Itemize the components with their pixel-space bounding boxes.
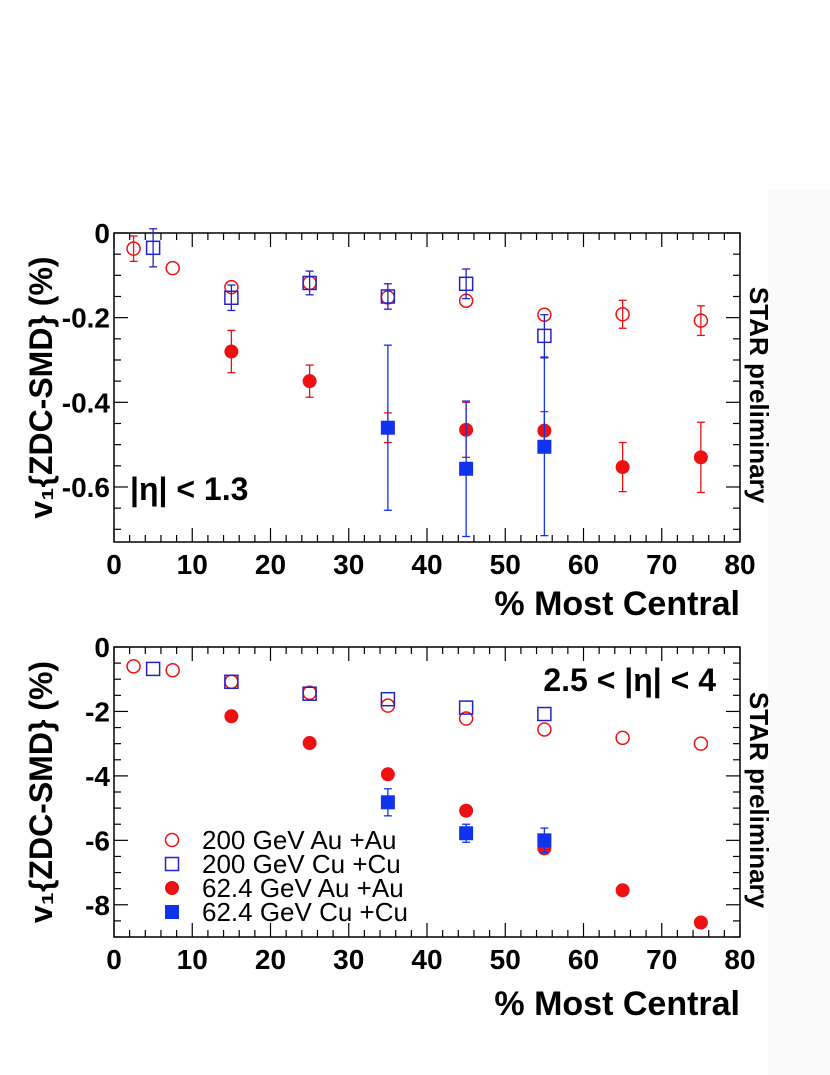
- chart-panel-1: 0 10 20 30 40 50 60 70 80 0 -0.2 -0.4 -0.6 % Most Cen…: [23, 218, 774, 623]
- x-tick-label: 80: [724, 549, 755, 580]
- data-point: [380, 289, 396, 304]
- x-tick-label: 60: [568, 549, 599, 580]
- x-tick-label: 60: [568, 944, 599, 975]
- legend-label: 200 GeV Au +Au: [202, 825, 396, 855]
- data-point: [302, 686, 317, 701]
- x-tick-label: 10: [177, 944, 208, 975]
- data-point: [380, 795, 395, 810]
- data-point: [165, 260, 180, 276]
- y-tick-label: -2: [85, 696, 110, 727]
- data-point: [126, 659, 141, 674]
- data-point: [302, 275, 317, 291]
- data-point: [693, 313, 709, 328]
- data-point: [615, 460, 630, 475]
- x-tick-label: 50: [490, 549, 521, 580]
- data-point: [537, 328, 552, 344]
- data-point: [302, 685, 317, 701]
- legend-marker: [165, 905, 179, 919]
- x-tick-label: 70: [646, 944, 677, 975]
- data-point: [458, 711, 474, 726]
- x-tick-label: 20: [255, 549, 286, 580]
- legend-label: 62.4 GeV Cu +Cu: [202, 897, 408, 927]
- x-axis-title: % Most Central: [494, 585, 740, 623]
- data-point: [145, 240, 161, 256]
- series-62-4-gev-au-au: [224, 709, 708, 930]
- data-point: [165, 662, 180, 678]
- legend-marker: [164, 856, 180, 872]
- y-tick-label: -8: [85, 890, 110, 921]
- data-point: [615, 730, 630, 746]
- data-point: [537, 439, 552, 454]
- data-point: [615, 883, 630, 898]
- data-point: [693, 736, 709, 751]
- data-point: [537, 722, 552, 737]
- data-point: [224, 344, 239, 359]
- x-tick-label: 70: [646, 549, 677, 580]
- data-point: [224, 674, 239, 690]
- legend-marker: [164, 832, 180, 848]
- x-tick-label: 30: [333, 549, 364, 580]
- data-point: [537, 706, 552, 722]
- data-point: [145, 661, 161, 677]
- data-point: [302, 374, 317, 389]
- y-tick-label: -0.2: [62, 303, 110, 334]
- x-axis-title: % Most Central: [494, 985, 740, 1023]
- data-point: [380, 420, 395, 435]
- data-point: [224, 290, 239, 306]
- x-tick-label: 40: [411, 549, 442, 580]
- data-point: [380, 767, 395, 782]
- y-tick-label: -6: [85, 825, 110, 856]
- series-200-gev-cu-cu: [145, 661, 552, 722]
- data-point: [459, 803, 474, 818]
- x-tick-label: 30: [333, 944, 364, 975]
- x-tick-label: 10: [177, 549, 208, 580]
- data-point: [615, 307, 630, 322]
- side-label: STAR preliminary: [744, 692, 774, 909]
- data-point: [458, 276, 474, 292]
- series-62-4-gev-cu-cu: [380, 788, 552, 854]
- x-tick-label: 0: [106, 944, 122, 975]
- data-point: [302, 736, 317, 751]
- chart-panel-2: 0 10 20 30 40 50 60 70 80 0 -2 -4 -6 -8 % Most Central…: [23, 632, 774, 1023]
- x-tick-label: 0: [106, 549, 122, 580]
- y-tick-label: -4: [85, 761, 110, 792]
- x-tick-label: 20: [255, 944, 286, 975]
- x-tick-label: 80: [724, 944, 755, 975]
- side-label: STAR preliminary: [744, 287, 774, 504]
- data-point: [537, 833, 552, 848]
- y-tick-label: -0.6: [62, 472, 110, 503]
- x-tick-label: 40: [411, 944, 442, 975]
- y-axis-title: v₁{ZDC-SMD} (%): [23, 661, 59, 923]
- x-tick-label: 50: [490, 944, 521, 975]
- right-margin-strip: [768, 190, 830, 1075]
- legend-label: 200 GeV Cu +Cu: [202, 849, 401, 879]
- y-tick-label: 0: [94, 632, 110, 663]
- y-axis-title: v₁{ZDC-SMD} (%): [23, 256, 59, 518]
- legend-label: 62.4 GeV Au +Au: [202, 873, 404, 903]
- legend-marker: [165, 881, 179, 895]
- data-point: [693, 915, 708, 930]
- data-point: [126, 241, 141, 256]
- region-annotation: |η| < 1.3: [130, 471, 248, 507]
- y-tick-label: 0: [94, 218, 110, 249]
- series-62-4-gev-cu-cu: [380, 344, 552, 538]
- data-point: [459, 826, 474, 841]
- data-point: [224, 709, 239, 724]
- data-point: [693, 450, 708, 465]
- data-point: [459, 461, 474, 476]
- series-200-gev-au-au: [126, 235, 709, 337]
- series-200-gev-cu-cu: [145, 228, 552, 358]
- region-annotation: 2.5 < |η| < 4: [543, 662, 716, 698]
- data-point: [380, 691, 396, 707]
- data-point: [224, 674, 239, 690]
- y-tick-label: -0.4: [62, 387, 111, 418]
- data-point: [458, 700, 474, 715]
